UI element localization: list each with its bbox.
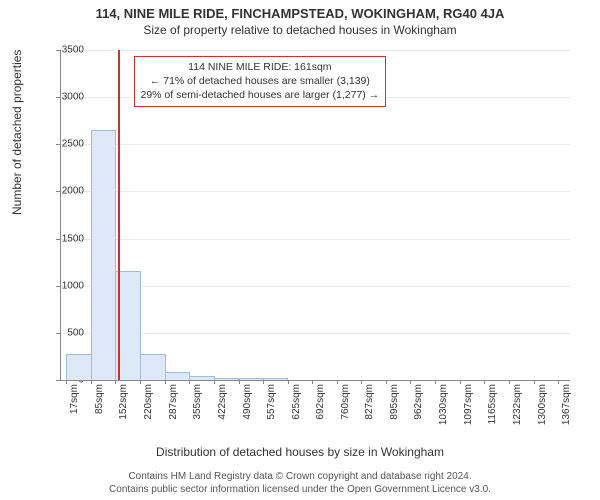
x-tick-mark [288, 380, 289, 384]
x-tick-label: 1367sqm [561, 384, 572, 425]
x-tick-label: 355sqm [192, 384, 203, 420]
x-tick-label: 490sqm [242, 384, 253, 420]
x-tick-mark [239, 380, 240, 384]
x-tick-label: 287sqm [168, 384, 179, 420]
x-tick-mark [361, 380, 362, 384]
info-line-1: 114 NINE MILE RIDE: 161sqm [141, 60, 380, 74]
x-tick-label: 1165sqm [487, 384, 498, 424]
footer-line-2: Contains public sector information licen… [0, 484, 600, 497]
x-tick-mark [410, 380, 411, 384]
x-tick-mark [263, 380, 264, 384]
y-axis-line [60, 50, 61, 380]
x-tick-mark [460, 380, 461, 384]
x-tick-mark [91, 380, 92, 384]
x-tick-label: 85sqm [94, 384, 105, 414]
x-tick-label: 625sqm [291, 384, 302, 420]
x-tick-label: 1097sqm [463, 384, 474, 425]
x-tick-label: 422sqm [217, 384, 228, 420]
x-tick-label: 827sqm [364, 384, 375, 420]
x-tick-mark [312, 380, 313, 384]
x-tick-label: 895sqm [389, 384, 400, 420]
x-axis-label: Distribution of detached houses by size … [0, 445, 600, 459]
x-tick-mark [484, 380, 485, 384]
x-tick-mark [189, 380, 190, 384]
info-annotation-box: 114 NINE MILE RIDE: 161sqm← 71% of detac… [134, 56, 387, 107]
x-tick-mark [435, 380, 436, 384]
x-tick-label: 220sqm [143, 384, 154, 420]
x-tick-mark [337, 380, 338, 384]
chart-container: 114, NINE MILE RIDE, FINCHAMPSTEAD, WOKI… [0, 0, 600, 500]
footer-line-1: Contains HM Land Registry data © Crown c… [0, 471, 600, 484]
x-tick-mark [214, 380, 215, 384]
x-tick-label: 1300sqm [537, 384, 548, 425]
x-tick-label: 962sqm [413, 384, 424, 420]
plot-area: 114 NINE MILE RIDE: 161sqm← 71% of detac… [60, 50, 570, 380]
info-layer: 114 NINE MILE RIDE: 161sqm← 71% of detac… [60, 50, 570, 380]
page-subtitle: Size of property relative to detached ho… [0, 21, 600, 41]
x-tick-label: 1030sqm [438, 384, 449, 425]
info-line-2: ← 71% of detached houses are smaller (3,… [141, 74, 380, 88]
x-tick-label: 760sqm [340, 384, 351, 420]
info-line-3: 29% of semi-detached houses are larger (… [141, 88, 380, 102]
x-tick-label: 152sqm [118, 384, 129, 420]
x-tick-label: 1232sqm [512, 384, 523, 425]
page-title: 114, NINE MILE RIDE, FINCHAMPSTEAD, WOKI… [0, 0, 600, 21]
x-tick-mark [534, 380, 535, 384]
y-axis-label: Number of detached properties [10, 50, 24, 215]
x-tick-mark [386, 380, 387, 384]
x-tick-label: 692sqm [315, 384, 326, 420]
x-axis-line [60, 380, 570, 381]
x-tick-mark [165, 380, 166, 384]
x-tick-mark [140, 380, 141, 384]
x-tick-label: 17sqm [69, 384, 80, 414]
x-tick-mark [558, 380, 559, 384]
footer-attribution: Contains HM Land Registry data © Crown c… [0, 471, 600, 496]
x-tick-mark [509, 380, 510, 384]
x-tick-mark [66, 380, 67, 384]
x-tick-label: 557sqm [266, 384, 277, 420]
x-tick-mark [115, 380, 116, 384]
